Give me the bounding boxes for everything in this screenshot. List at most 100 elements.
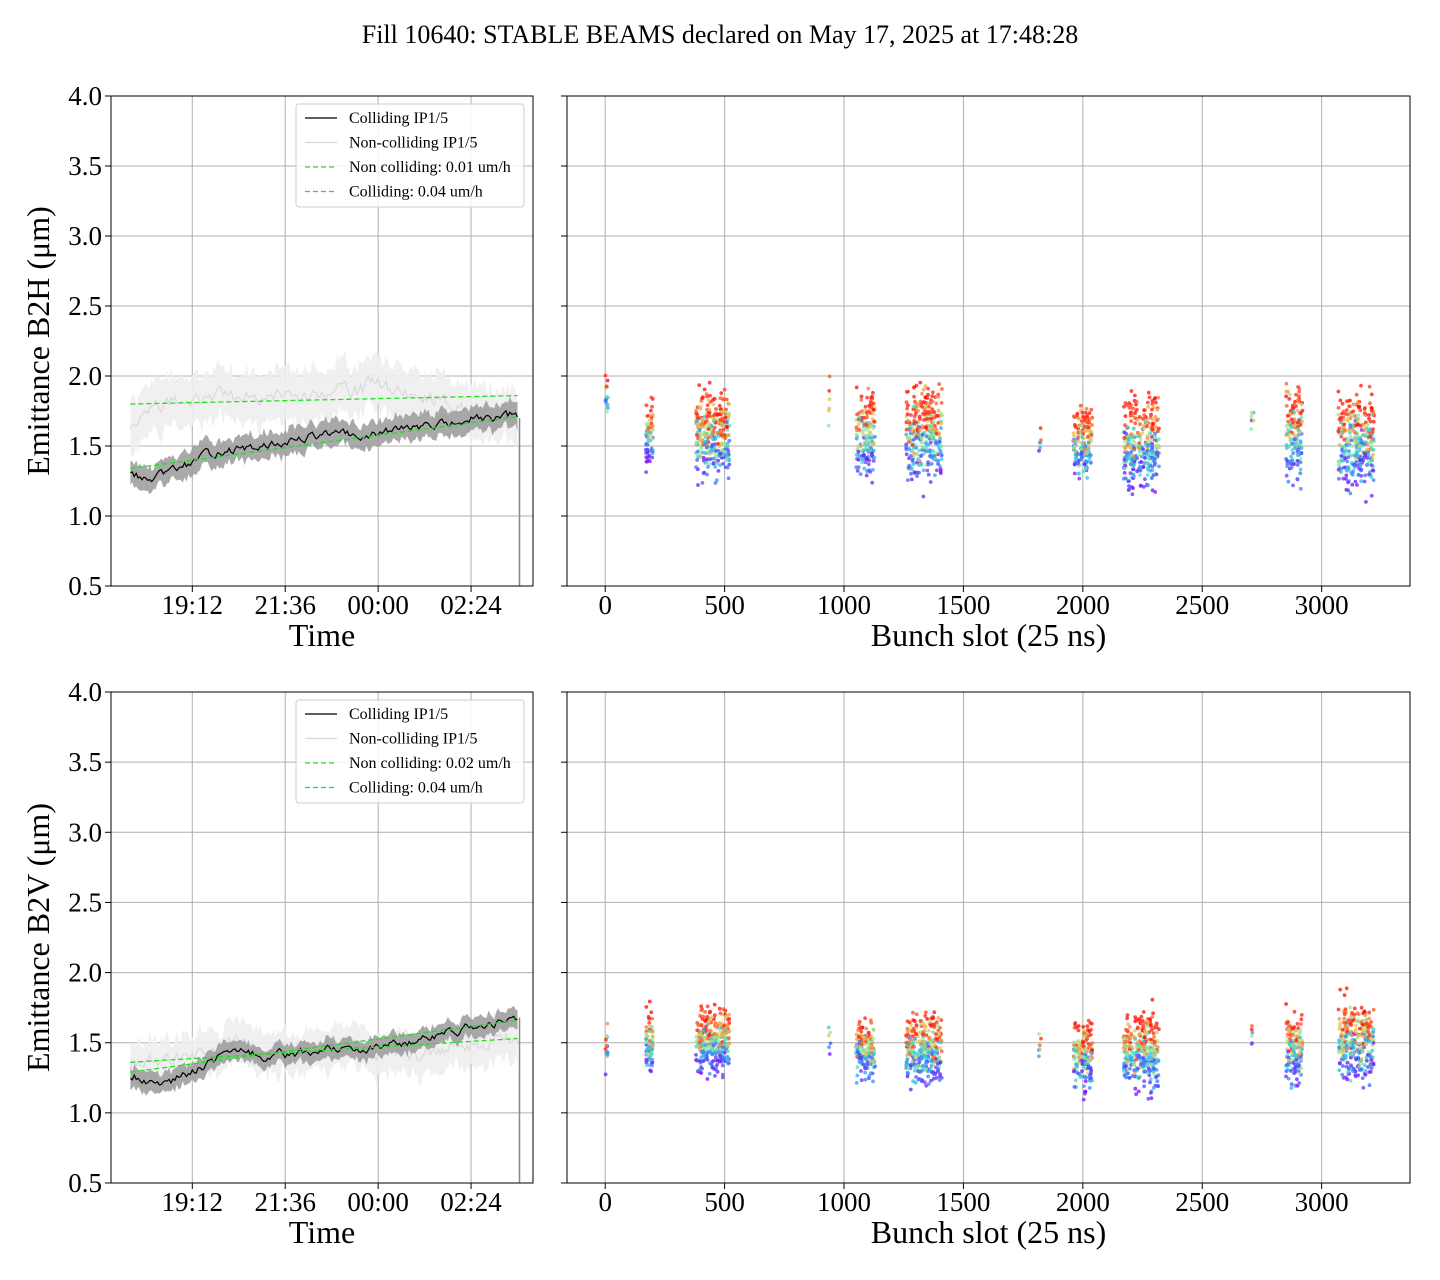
x-tick-label: 1500 (936, 590, 990, 620)
bunch-point (867, 440, 872, 445)
axes-frame (566, 95, 1411, 587)
bunch-point (869, 1050, 874, 1055)
bunch-point (1154, 472, 1159, 477)
bunch-point (1343, 456, 1348, 461)
bunch-point (1365, 442, 1369, 447)
bunch-point (926, 1028, 931, 1033)
bunch-point (714, 478, 719, 483)
bunch-point (725, 1049, 730, 1054)
bunch-point (1342, 465, 1346, 470)
bunch-point (927, 1035, 932, 1040)
bunch-point (722, 1026, 727, 1031)
bunch-point (1148, 1077, 1153, 1082)
bunch-point (1083, 467, 1088, 471)
bunch-point (727, 1029, 732, 1033)
x-tick-label: 3000 (1295, 590, 1349, 620)
bunch-point (855, 469, 860, 473)
bunch-point (707, 1032, 712, 1037)
bunch-point (1071, 414, 1076, 419)
bunch-point (1076, 461, 1080, 466)
bunch-point (865, 395, 869, 400)
bunch-point (1366, 462, 1370, 466)
bunch-point (925, 396, 930, 400)
bunch-point (1037, 1032, 1041, 1037)
y-tick-label: 0.5 (68, 1168, 102, 1198)
bunch-point (1347, 442, 1352, 447)
bunch-point (1362, 1045, 1367, 1050)
bunch-point (867, 403, 872, 408)
bunch-point (939, 444, 943, 449)
bunch-point (1339, 434, 1344, 439)
bunch-point (1285, 1034, 1290, 1039)
bunch-point (1146, 1096, 1151, 1101)
bunch-point (1367, 413, 1371, 417)
bunch-point (1360, 1050, 1365, 1054)
bunch-point (1037, 1047, 1042, 1051)
bunch-point (1135, 430, 1140, 435)
bunch-point (650, 1063, 654, 1068)
bunch-point (694, 1058, 698, 1062)
bunch-point (929, 462, 934, 466)
bunch-point (865, 423, 869, 427)
bunch-point (938, 469, 943, 474)
bunch-point (1136, 1040, 1140, 1045)
bunch-point (1293, 1068, 1298, 1073)
bunch-point (718, 1044, 722, 1048)
bunch-point (1150, 402, 1155, 406)
bunch-point (646, 456, 650, 460)
bunch-point (1337, 476, 1341, 481)
bunch-point (712, 1039, 717, 1043)
bunch-point (1359, 455, 1363, 459)
bunch-point (646, 426, 651, 430)
bunch-point (1148, 463, 1153, 468)
bunch-point (1132, 474, 1136, 479)
bunch-point (1072, 1069, 1076, 1074)
bunch-point (1125, 1059, 1130, 1064)
bunch-point (863, 1070, 867, 1075)
bunch-point (1142, 1060, 1147, 1065)
bunch-point (1150, 407, 1154, 412)
bunch-point (1348, 434, 1353, 439)
bunch-point (644, 470, 648, 474)
bunch-point (1299, 1017, 1304, 1022)
bunch-point (1156, 1084, 1161, 1089)
y-tick-label: 2.0 (68, 958, 102, 988)
bunch-point (1077, 476, 1082, 481)
bunch-point (1297, 1049, 1302, 1053)
bunch-point (1349, 1023, 1354, 1027)
bunch-point (917, 1048, 922, 1053)
bunch-point (1338, 418, 1343, 422)
bunch-point (649, 408, 653, 413)
bunch-point (1134, 1017, 1139, 1022)
bunch-point (725, 444, 730, 449)
bunch-point (1153, 396, 1157, 400)
bunch-point (1078, 403, 1083, 408)
bunch-point (1365, 423, 1370, 427)
bunch-point (1348, 416, 1353, 421)
bunch-point (933, 424, 937, 428)
bunch-point (921, 1063, 925, 1068)
bunch-point (938, 1072, 943, 1076)
bunch-point (828, 1041, 833, 1046)
bunch-point (1141, 416, 1145, 421)
bunch-point (726, 1043, 730, 1048)
bunch-point (704, 420, 708, 424)
bunch-point (922, 1080, 927, 1085)
bunch-point (1357, 1064, 1362, 1069)
bunch-point (1298, 1031, 1302, 1035)
bunch-point (1286, 1020, 1291, 1024)
bunch-point (1357, 444, 1362, 449)
bunch-point (707, 421, 712, 426)
bunch-point (1127, 1076, 1132, 1080)
bunch-point (1074, 1062, 1078, 1066)
bunch-point (1086, 1018, 1091, 1023)
bunch-point (647, 419, 652, 423)
bunch-point (1337, 426, 1342, 431)
bunch-point (920, 446, 925, 450)
bunch-point (827, 397, 832, 402)
bunch-point (1355, 1019, 1360, 1023)
bunch-point (854, 436, 859, 441)
bunch-point (1295, 1021, 1300, 1026)
legend-entry: Non-colliding IP1/5 (349, 135, 477, 152)
bunch-point (1132, 1071, 1137, 1076)
